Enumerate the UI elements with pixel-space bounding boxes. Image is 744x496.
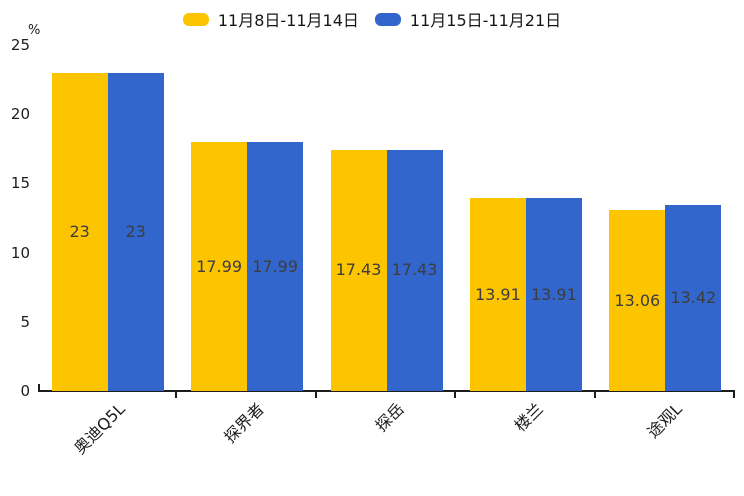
bar (51, 72, 108, 391)
axis-tick (175, 392, 178, 398)
bar-value-label: 17.43 (391, 260, 438, 280)
bar-value-label: 13.06 (614, 290, 661, 310)
legend-label: 11月8日-11月14日 (217, 11, 359, 30)
bar (525, 198, 582, 391)
bar (107, 72, 164, 391)
axis-tick (314, 392, 317, 398)
x-category-label: 楼兰 (510, 399, 547, 436)
axis-tick (733, 392, 735, 398)
x-category-label: 奥迪Q5L (69, 399, 129, 458)
y-tick-label: 20 (10, 105, 30, 124)
bar (191, 142, 248, 391)
y-tick-label: 0 (20, 382, 30, 400)
bar (469, 198, 526, 391)
bar-value-label: 23 (69, 221, 90, 241)
bar (247, 142, 304, 391)
x-category-label: 探界者 (220, 399, 268, 447)
bar-value-label: 23 (125, 221, 146, 241)
x-category-label: 途观L (643, 399, 687, 442)
axis-tick (593, 392, 596, 398)
bar-value-label: 13.91 (474, 284, 521, 304)
legend-item-1: 11月15日-11月21日 (374, 7, 562, 31)
y-axis-unit-label: % (28, 23, 41, 38)
bar (386, 149, 443, 391)
y-tick-label: 10 (10, 243, 30, 262)
bar (609, 210, 666, 391)
bar-value-label: 17.99 (252, 256, 298, 276)
bar-value-label: 17.99 (196, 256, 242, 276)
bar (665, 205, 722, 391)
legend-swatch-icon (182, 12, 209, 26)
legend-swatch-icon (374, 12, 401, 26)
bar-value-label: 13.91 (530, 284, 577, 304)
chart-legend: 11月8日-11月14日 11月15日-11月21日 (0, 7, 744, 31)
legend-item-0: 11月8日-11月14日 (182, 7, 359, 31)
x-category-label: 探岳 (371, 399, 408, 436)
y-tick-label: 25 (10, 36, 30, 54)
bar-value-label: 13.42 (670, 288, 717, 308)
axis-tick (38, 384, 40, 390)
x-axis-line (38, 390, 735, 392)
axis-tick (454, 392, 457, 398)
bar (330, 149, 387, 391)
legend-label: 11月15日-11月21日 (409, 11, 562, 30)
y-tick-label: 5 (20, 312, 30, 331)
y-tick-label: 15 (10, 174, 30, 193)
bar-value-label: 17.43 (335, 260, 382, 280)
